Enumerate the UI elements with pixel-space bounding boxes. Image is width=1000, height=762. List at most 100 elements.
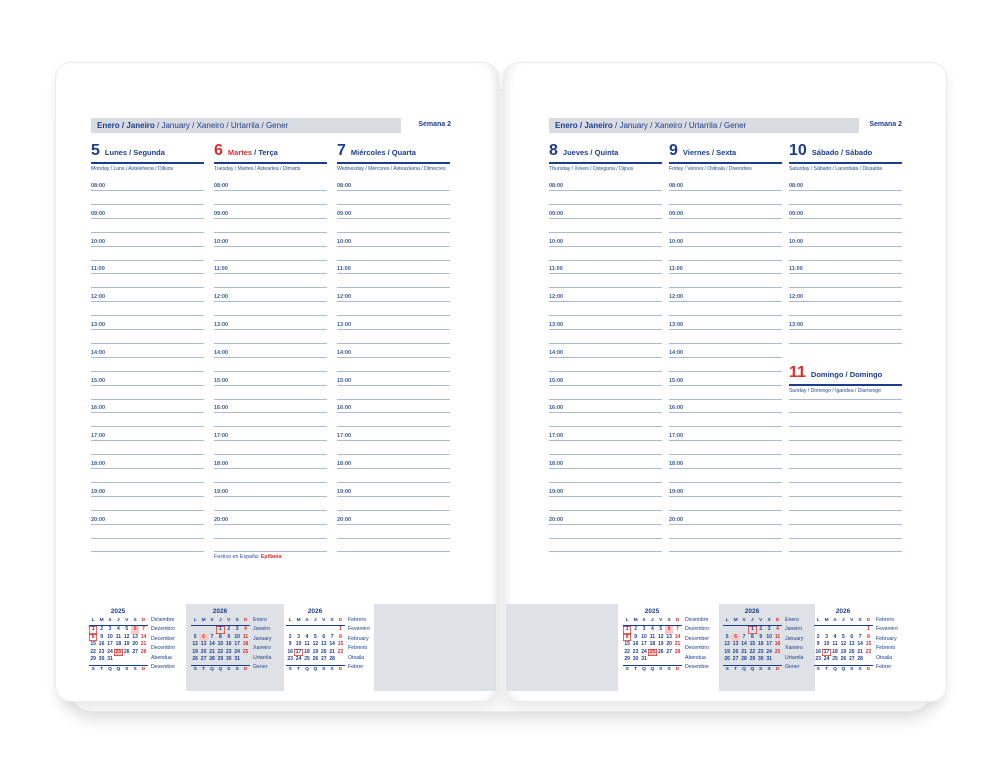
rule-line — [669, 273, 782, 275]
rule-line — [91, 468, 204, 469]
rule-line — [549, 315, 662, 317]
minical-day: 25 — [304, 656, 310, 663]
minical-weekday: D — [866, 618, 871, 623]
mini-calendar-december: 2025 L M X J V S D 1 2 3 4 5 6 7 8 9 10 11 12 13 14 15 16 17 18 19… — [623, 608, 719, 688]
minical-day — [814, 626, 822, 634]
minical-weekday: J — [651, 618, 654, 623]
minical-day: 16 — [632, 641, 639, 648]
minical-day: 24 — [295, 656, 302, 663]
minical-day: 26 — [123, 648, 130, 655]
minical-day: 11 — [649, 633, 656, 640]
time-label: 13:00 — [789, 322, 804, 328]
minical-day: 5 — [725, 633, 729, 640]
minical-day: 18 — [242, 641, 249, 648]
rule-line — [337, 217, 450, 219]
time-label: 14:00 — [549, 349, 564, 356]
time-label: 10:00 — [789, 238, 804, 245]
time-label: 08:00 — [337, 183, 352, 189]
minical-footer-weekday: S — [725, 666, 729, 672]
day-name-sep: / — [843, 370, 850, 379]
minical-day: 2 — [288, 633, 292, 640]
minical-weekday: J — [842, 618, 845, 623]
rule-line — [669, 203, 782, 205]
minical-day: 1 — [339, 626, 342, 632]
day-names: Lunes / Segunda — [105, 148, 165, 157]
rule-line — [549, 273, 662, 275]
mini-calendar-january: 2026 L M X J V S D 1 2 3 4 5 6 7 8 9 10 11 12 13 14 15 16 17 18 19… — [723, 608, 819, 688]
rule-line — [669, 523, 782, 525]
minical-day: 19 — [123, 641, 130, 648]
minical-day: 11 — [115, 633, 122, 640]
time-label: 08:00 — [789, 183, 804, 189]
rule-line — [789, 412, 902, 414]
rule-line — [669, 398, 782, 400]
rule-line — [669, 370, 782, 372]
day-header-rule — [91, 162, 204, 164]
day-names: Sábado / Sábado — [812, 148, 872, 157]
day-names: Jueves / Quinta — [563, 148, 618, 157]
time-label: 20:00 — [337, 516, 352, 523]
minical-footer-weekday: D — [338, 666, 343, 672]
day-subtitle: Monday / Luns / Astelehena / Dilluns — [91, 165, 174, 172]
minical-day: 5 — [659, 626, 663, 632]
minical-weekday: V — [322, 618, 326, 623]
minical-month-name: December — [151, 635, 175, 642]
rule-line — [337, 203, 450, 205]
minical-day — [856, 626, 864, 634]
rule-line — [789, 509, 902, 511]
minical-month-name: February — [876, 635, 897, 642]
time-label: 09:00 — [669, 210, 684, 217]
mini-calendar-row: 2025 L M X J V S D 1 2 3 4 5 6 7 8 9 10 11 12 13 14 15 16 17 18 19… — [56, 604, 498, 691]
month-names-primary: Enero / Janeiro — [555, 121, 613, 130]
rule-line — [91, 412, 204, 414]
rule-line — [91, 370, 204, 372]
minical-weekday: X — [742, 618, 746, 623]
day-name-sep: / — [838, 148, 846, 157]
rule-line — [337, 273, 450, 275]
holiday-note: Festivo en España: Epifanía — [214, 554, 281, 560]
minical-day: 23 — [287, 656, 293, 663]
time-label: 19:00 — [669, 488, 684, 495]
rule-line — [214, 315, 327, 317]
rule-line — [549, 342, 662, 344]
minical-day — [822, 626, 830, 634]
rule-line — [214, 356, 327, 358]
minical-weekday: M — [733, 618, 738, 623]
minical-day — [848, 626, 856, 634]
holiday-note-name: Epifanía — [260, 554, 282, 560]
time-label: 12:00 — [214, 294, 229, 301]
minical-day: 7 — [142, 626, 145, 632]
minical-day — [199, 626, 207, 634]
time-label: 11:00 — [214, 266, 228, 273]
day-name-es: Martes — [227, 148, 253, 157]
minical-month-name: Abendua — [685, 654, 706, 661]
rule-line — [789, 190, 902, 191]
time-label: 20:00 — [214, 516, 229, 523]
minical-day — [303, 626, 311, 634]
rule-line — [789, 287, 902, 289]
minical-day — [311, 626, 319, 634]
minical-day: 6 — [130, 626, 140, 634]
minical-day: 15 — [90, 641, 96, 648]
day-name-sep: / — [127, 148, 134, 157]
minical-day: 9 — [227, 633, 231, 640]
minical-day: 31 — [766, 656, 772, 663]
time-label: 13:00 — [549, 322, 564, 328]
minical-month-name: Febrer — [348, 664, 364, 671]
day-header-rule — [789, 162, 902, 164]
filler-block — [506, 604, 618, 691]
minical-day: 23 — [815, 656, 821, 663]
minical-weekday: S — [133, 618, 137, 623]
minical-day — [131, 656, 139, 664]
day-header-tuesday: 6 Martes / Terça Tuesday / Martes / Aste… — [214, 141, 327, 172]
minical-day: 5 — [125, 626, 129, 632]
rule-line — [214, 454, 327, 456]
day-subtitle: Saturday / Sábado / Larunbata / Dissabte — [789, 165, 883, 172]
minical-day: 4 — [833, 633, 837, 640]
rule-line — [337, 315, 450, 317]
minical-day: 31 — [107, 656, 113, 663]
minical-month-name: Janeiro — [253, 626, 271, 633]
